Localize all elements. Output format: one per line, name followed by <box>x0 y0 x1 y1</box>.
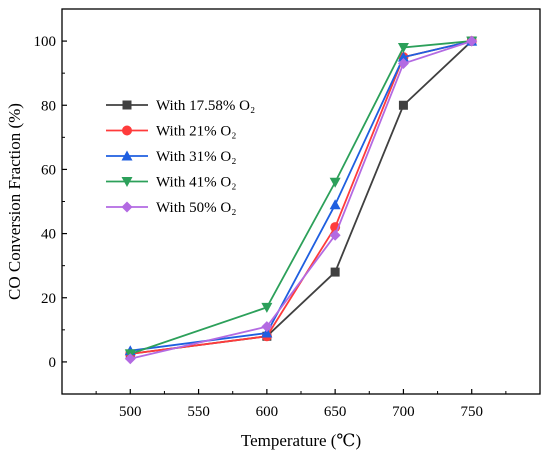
x-tick-label-650: 650 <box>324 404 347 420</box>
data-point-3-3 <box>397 43 409 53</box>
series-layer <box>124 35 478 365</box>
data-point-2-1 <box>261 327 273 338</box>
legend-entry-2: With 31% O₂ <box>106 149 236 165</box>
y-tick-label-80: 80 <box>41 98 56 114</box>
legend-label-1: With 21% O₂ <box>156 124 236 140</box>
legend-marker-1 <box>122 125 132 136</box>
y-tick-label-100: 100 <box>34 34 57 50</box>
data-point-2-2 <box>329 199 341 210</box>
legend-label-4: With 50% O₂ <box>156 200 236 216</box>
axis-ticks: 500 550 600 650 700 750 0 20 40 60 80 100 <box>34 34 507 420</box>
data-point-4-1 <box>261 321 273 333</box>
y-tick-label-60: 60 <box>41 162 56 178</box>
data-point-4-2 <box>329 229 341 241</box>
series-1 <box>125 36 477 359</box>
data-point-4-0 <box>124 353 136 365</box>
x-tick-label-600: 600 <box>256 404 279 420</box>
x-tick-label-750: 750 <box>460 404 483 420</box>
legend-entry-1: With 21% O₂ <box>106 124 236 140</box>
data-point-3-1 <box>261 302 273 313</box>
x-tick-label-550: 550 <box>187 404 210 420</box>
x-tick-label-500: 500 <box>119 404 142 420</box>
legend-label-2: With 31% O₂ <box>156 149 236 165</box>
x-axis-label: Temperature (℃) <box>241 431 361 450</box>
legend-marker-3 <box>121 177 133 187</box>
legend-entry-0: With 17.58% O₂ <box>106 98 255 114</box>
data-point-2-3 <box>397 51 409 62</box>
legend-label-0: With 17.58% O₂ <box>156 98 255 114</box>
y-tick-label-20: 20 <box>41 291 56 307</box>
series-2 <box>124 35 478 356</box>
legend-marker-2 <box>121 150 133 161</box>
data-point-4-4 <box>466 35 478 47</box>
y-axis-label: CO Conversion Fraction (%) <box>5 103 24 300</box>
data-point-0-3 <box>398 100 408 110</box>
series-4 <box>124 35 478 365</box>
y-tick-label-0: 0 <box>49 355 57 371</box>
legend-entry-3: With 41% O₂ <box>106 175 236 191</box>
data-point-0-2 <box>330 267 340 277</box>
data-point-3-2 <box>329 177 341 188</box>
y-tick-label-40: 40 <box>41 227 56 243</box>
series-line-0 <box>130 40 473 355</box>
legend-entry-4: With 50% O₂ <box>106 200 236 216</box>
legend-label-3: With 41% O₂ <box>156 175 236 191</box>
legend-marker-0 <box>122 100 132 110</box>
plot-frame <box>61 8 541 395</box>
legend-marker-4 <box>121 201 133 213</box>
data-point-4-3 <box>397 58 409 70</box>
series-0 <box>125 36 477 359</box>
legend: With 17.58% O₂ With 21% O₂ With 31% O₂ With… <box>106 98 255 216</box>
x-tick-label-700: 700 <box>392 404 415 420</box>
